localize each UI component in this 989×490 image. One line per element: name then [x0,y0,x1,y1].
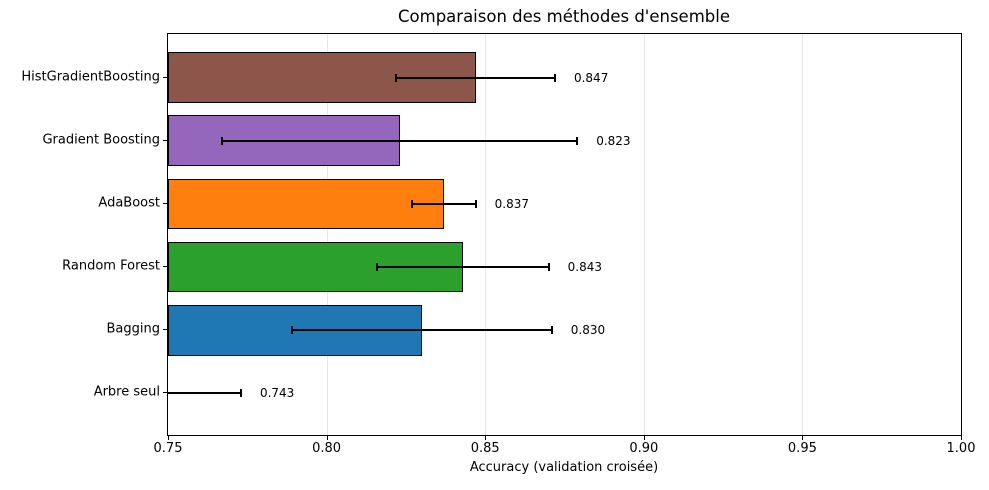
error-bar-line [396,76,555,79]
y-tick-mark [163,329,167,331]
y-tick-label: Gradient Boosting [42,132,160,148]
error-bar-cap-right [474,199,477,208]
y-tick-mark [163,139,167,141]
error-bar-line [291,329,552,332]
value-label: 0.847 [573,70,609,85]
chart-title: Comparaison des méthodes d'ensemble [398,7,730,26]
x-tick-label: 0.90 [629,441,659,456]
y-tick-label: Bagging [106,321,161,337]
x-tick-label: 0.80 [312,441,342,456]
error-bar-line [168,392,241,395]
error-bar-cap-left [220,136,223,145]
x-tick-label: 1.00 [946,441,976,456]
x-tick-mark [326,436,328,440]
y-tick-label: AdaBoost [98,195,160,211]
y-tick-mark [163,76,167,78]
value-label: 0.823 [596,133,631,148]
x-tick-label: 0.85 [470,441,500,456]
value-label: 0.743 [259,386,295,401]
bar [168,178,444,230]
error-bar-cap-left [411,199,414,208]
error-bar-cap-right [547,263,550,272]
x-tick-mark [961,436,962,440]
gridline [643,34,645,435]
error-bar-cap-left [376,263,379,272]
y-tick-mark [163,266,167,268]
error-bar-cap-left [290,326,293,335]
y-tick-label: Arbre seul [93,384,160,400]
x-tick-mark [485,436,487,440]
gridline [485,34,487,435]
value-label: 0.830 [570,323,606,338]
error-bar-cap-right [239,389,242,398]
value-label: 0.843 [567,260,602,275]
plot-area: 0.847 0.823 0.837 0.843 0.830 0.743 [167,33,962,436]
x-tick-mark [643,436,645,440]
error-bar-cap-right [553,73,556,82]
y-tick-label: HistGradientBoosting [21,69,160,85]
error-bar-cap-right [550,326,553,335]
x-tick-label: 0.95 [787,441,817,456]
x-tick-mark [168,436,169,440]
gridline [802,34,804,435]
error-bar-cap-right [576,136,579,145]
y-tick-label: Random Forest [62,258,160,274]
y-tick-mark [163,392,167,394]
error-bar-line [412,202,476,205]
y-tick-mark [163,202,167,204]
bar [168,52,476,103]
error-bar-line [377,266,549,269]
x-tick-label: 0.75 [153,441,183,456]
gridline [326,34,328,435]
x-axis-label: Accuracy (validation croisée) [469,460,659,475]
x-tick-mark [802,436,804,440]
value-label: 0.837 [494,196,530,211]
error-bar-line [221,139,578,142]
error-bar-cap-left [395,73,398,82]
